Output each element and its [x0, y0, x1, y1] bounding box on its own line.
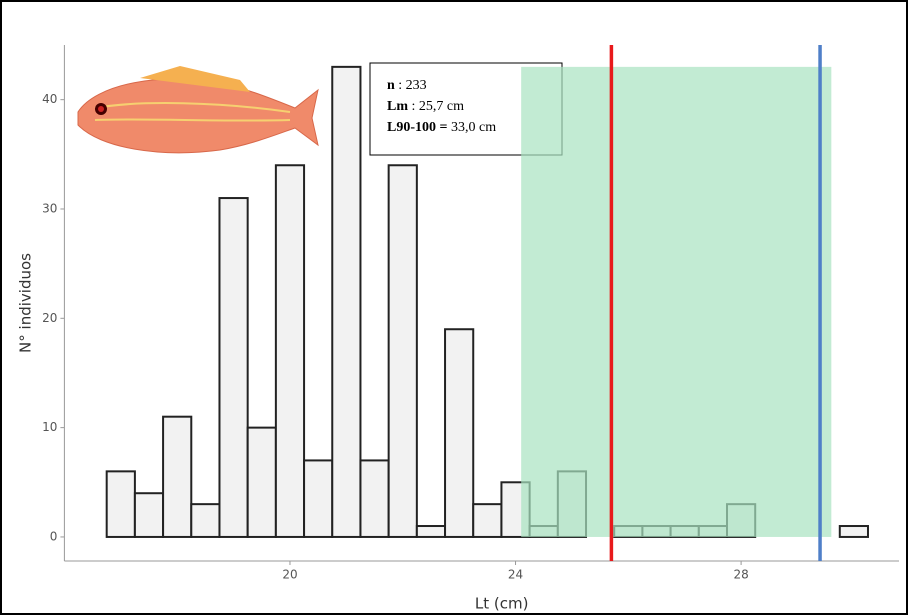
- shaded-region: [521, 66, 832, 537]
- bar: [331, 65, 362, 538]
- annotation-value: 33,0 cm: [447, 120, 496, 135]
- bar: [218, 197, 249, 538]
- fish-image: [77, 66, 319, 154]
- annotation-value: : 25,7 cm: [408, 99, 464, 114]
- annotation-line: L90-100 = 33,0 cm: [387, 120, 496, 135]
- bar: [274, 164, 306, 538]
- x-axis-title: Lt (cm): [475, 595, 529, 613]
- y-tick-label: 20: [42, 311, 57, 325]
- annotation-line: Lm : 25,7 cm: [387, 99, 464, 114]
- bar: [387, 164, 418, 538]
- bar: [359, 459, 390, 538]
- x-tick-label: 24: [508, 568, 523, 582]
- bar: [838, 525, 869, 538]
- y-tick-label: 30: [42, 201, 57, 215]
- x-tick-label: 28: [733, 568, 748, 582]
- y-axis-title: N° individuos: [17, 253, 35, 353]
- y-tick-label: 0: [50, 529, 58, 543]
- bar: [133, 492, 165, 538]
- y-tick-label: 40: [42, 92, 57, 106]
- annotation-value: : 233: [395, 78, 427, 93]
- y-tick-label: 10: [42, 420, 57, 434]
- annotation-key: n: [387, 78, 395, 93]
- annotation-line: n : 233: [387, 78, 427, 93]
- bar: [105, 470, 136, 538]
- bar: [472, 503, 503, 538]
- bar: [162, 415, 193, 538]
- bar: [246, 426, 277, 538]
- annotation-key: L90-100 =: [387, 120, 448, 135]
- annotation-key: Lm: [387, 99, 408, 114]
- x-tick-label: 20: [282, 568, 297, 582]
- bar: [190, 503, 221, 538]
- bar: [444, 328, 475, 538]
- bar: [415, 525, 447, 538]
- bar: [303, 459, 334, 538]
